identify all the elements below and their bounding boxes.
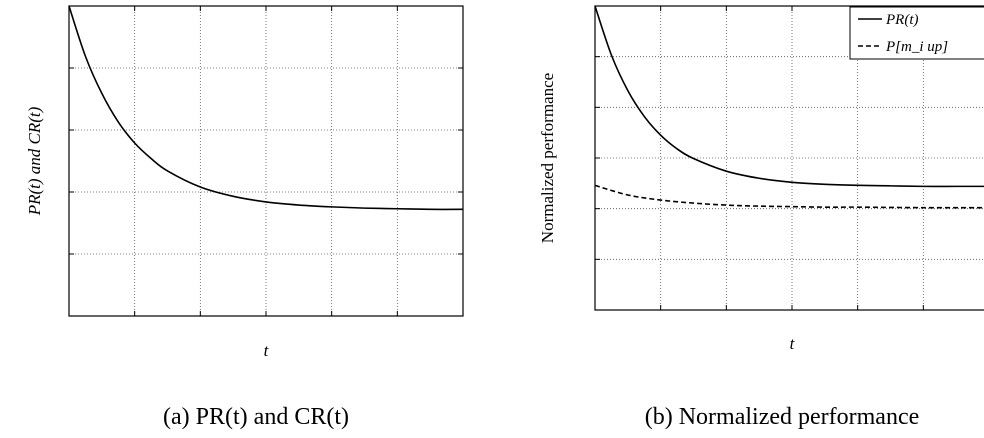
series-line-0 (68, 5, 464, 211)
chart-a-x-label: t (264, 341, 270, 360)
chart-a-ticks (69, 6, 463, 316)
chart-a-y-label: PR(t) and CR(t) (25, 106, 44, 216)
chart-a-caption: (a) PR(t) and CR(t) (163, 404, 349, 430)
chart-b-lines (594, 5, 984, 209)
chart-a: t PR(t) and CR(t) (a) PR(t) and CR(t) (25, 5, 464, 430)
legend-label-pm: P[m_i up] (885, 39, 948, 55)
legend-label-pr: PR(t) (885, 12, 918, 28)
chart-a-grid (69, 6, 463, 316)
chart-b-y-label: Normalized performance (538, 73, 557, 243)
chart-b-x-label: t (790, 334, 796, 353)
chart-a-plot-frame (68, 5, 464, 317)
series-line-1 (594, 184, 984, 209)
chart-b-legend: PR(t) P[m_i up] (849, 6, 984, 60)
series-line-0 (594, 5, 984, 188)
legend-box (849, 6, 984, 60)
chart-a-lines (68, 5, 464, 211)
chart-b-caption: (b) Normalized performance (645, 404, 920, 430)
chart-b: t Normalized performance (b) Normalized … (538, 5, 984, 430)
